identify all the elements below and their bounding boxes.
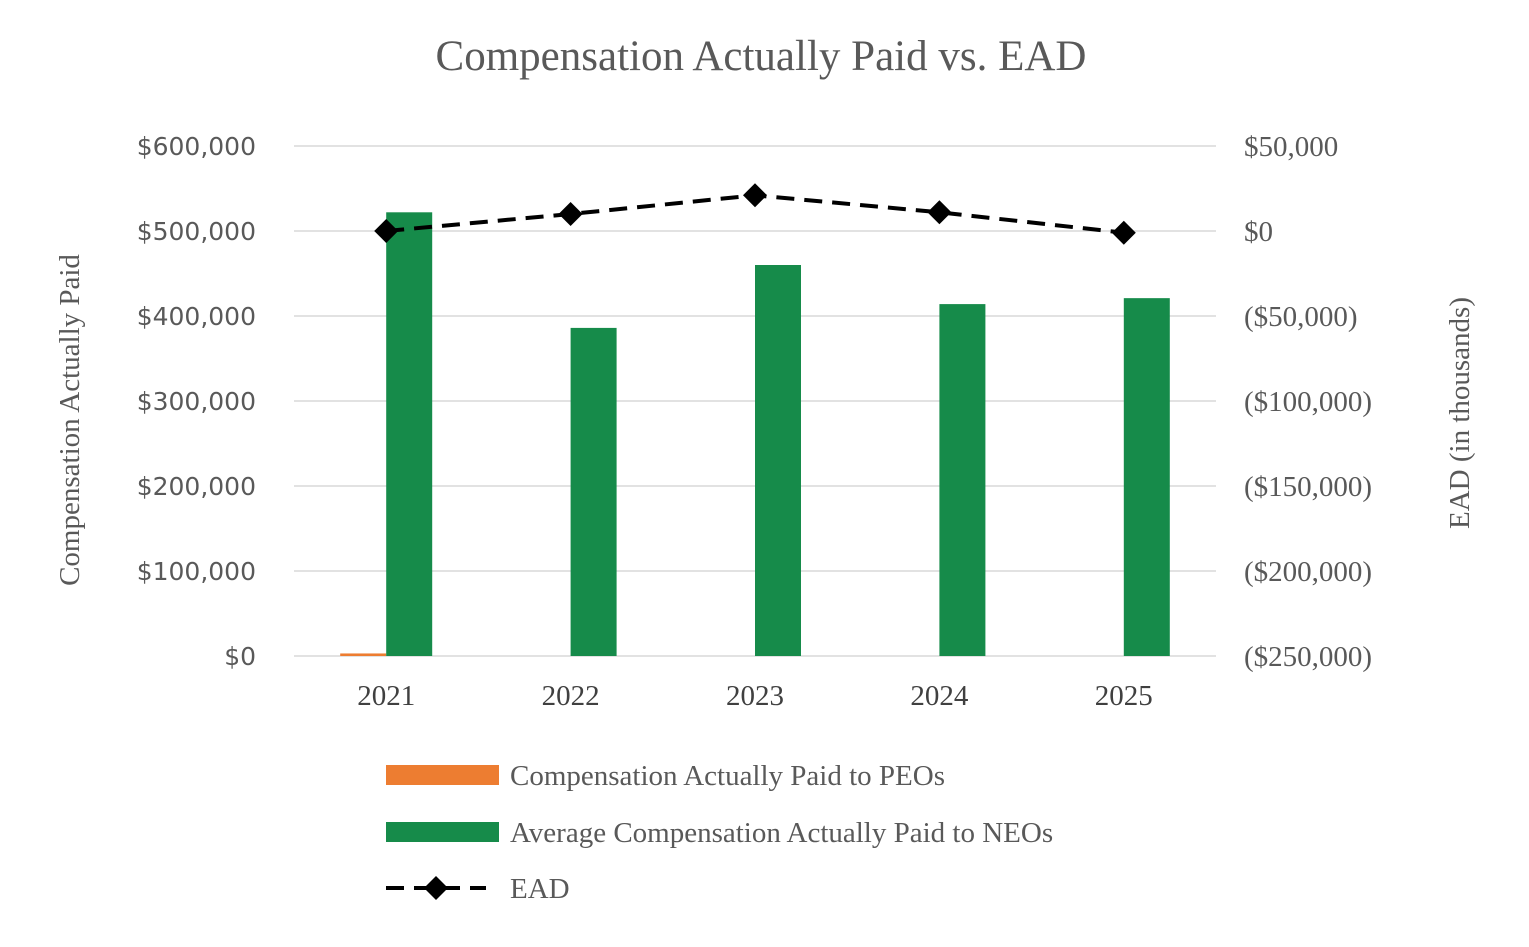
x-tick-label: 2025 [1095,680,1153,712]
bar [755,265,801,656]
left-tick-label: $400,000 [137,302,256,331]
right-axis-ticks: ($250,000) ($200,000) ($150,000) ($100,000)… [1244,131,1372,673]
right-tick-label: ($250,000) [1244,641,1372,673]
legend-entry: EAD [386,873,570,905]
right-tick-label: $0 [1244,216,1273,248]
bar [939,304,986,656]
legend-label: Average Compensation Actually Paid to NE… [510,817,1053,849]
legend-label: EAD [510,873,570,905]
ead-point [374,219,399,243]
left-tick-label: $300,000 [137,387,256,416]
legend-label: Compensation Actually Paid to PEOs [510,760,945,792]
x-tick-label: 2023 [726,680,784,712]
ead-point [558,202,583,226]
legend-swatch [386,765,499,785]
ead-point [927,200,952,225]
ead-point [1111,220,1136,245]
left-tick-label: $500,000 [137,217,256,246]
bar [570,327,617,656]
legend: Compensation Actually Paid to PEOs Averag… [386,760,1053,905]
legend-swatch [386,822,499,842]
bars [340,212,1170,657]
left-axis-ticks: $0 $100,000 $200,000 $300,000 $400,000 $500,0… [137,132,256,671]
ead-line [374,183,1136,245]
left-axis-title: Compensation Actually Paid [54,254,86,586]
ead-point [743,183,767,208]
left-tick-label: $200,000 [137,472,256,501]
right-tick-label: $50,000 [1244,131,1338,163]
right-tick-label: ($100,000) [1244,386,1372,418]
chart-title: Compensation Actually Paid vs. EAD [436,33,1087,80]
x-tick-label: 2021 [357,680,415,712]
x-axis-ticks: 2021 2022 2023 2024 2025 [357,680,1153,712]
bar [386,212,433,657]
left-tick-label: $100,000 [137,557,256,586]
bar [340,653,387,656]
legend-marker [424,876,448,900]
right-tick-label: ($50,000) [1244,301,1358,333]
legend-entry: Average Compensation Actually Paid to NE… [386,817,1053,849]
right-axis-title: EAD (in thousands) [1444,297,1476,529]
right-tick-label: ($200,000) [1244,556,1372,588]
left-tick-label: $600,000 [137,132,256,161]
right-tick-label: ($150,000) [1244,471,1372,503]
x-tick-label: 2022 [542,680,600,712]
bar [1123,298,1170,656]
legend-entry: Compensation Actually Paid to PEOs [386,760,945,792]
left-tick-label: $0 [224,642,256,671]
x-tick-label: 2024 [910,680,969,712]
